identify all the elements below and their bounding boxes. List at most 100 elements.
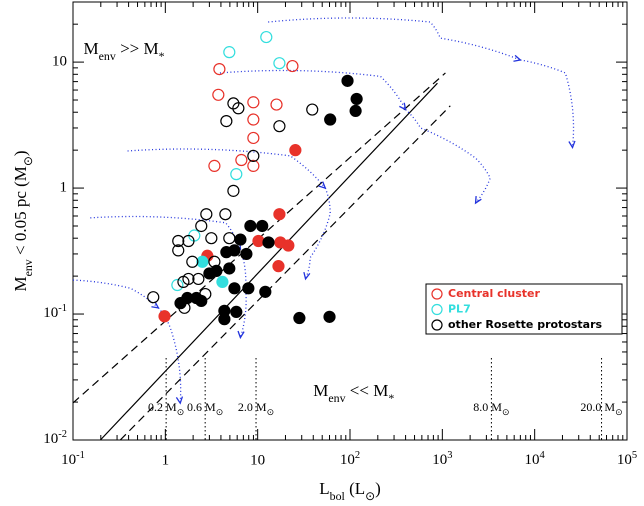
data-point (177, 275, 190, 288)
legend-label: other Rosette protostars (448, 318, 603, 331)
evolution-track (157, 307, 182, 404)
legend-marker (431, 319, 443, 331)
data-point (208, 159, 221, 172)
label: Menv < 0.05 pc (M⊙) (11, 150, 35, 291)
data-point (200, 208, 213, 221)
tick-exponent: 3 (447, 450, 452, 461)
text-part: M (313, 381, 328, 400)
tick-exponent: 5 (632, 450, 637, 461)
data-point (223, 232, 236, 245)
data-point (186, 255, 199, 268)
data-point (270, 98, 283, 111)
data-point (230, 168, 243, 181)
x-tick-label: 102 (340, 450, 360, 469)
track-arrow (318, 181, 327, 190)
data-point (350, 92, 363, 106)
subscript: env (99, 49, 116, 63)
data-point (203, 267, 216, 280)
track-arrow (175, 396, 184, 405)
tick-exponent: -1 (58, 303, 67, 314)
mass-label: 0.6 M⊙ (187, 400, 223, 417)
tick-exponent: 2 (355, 450, 360, 461)
text-part: << M (346, 381, 389, 400)
x-tick-label: 10-1 (61, 450, 85, 469)
track-arrow (303, 271, 311, 281)
data-point (218, 313, 231, 326)
data-point (205, 232, 218, 245)
y-tick-label: 10-1 (43, 303, 67, 322)
x-tick-label: 104 (525, 450, 546, 469)
data-point (252, 234, 265, 248)
data-point (223, 262, 236, 275)
evolution-track (268, 17, 521, 61)
text-part: ) (11, 150, 30, 156)
data-point (158, 310, 171, 323)
data-point (232, 102, 245, 115)
data-point (230, 305, 243, 318)
evolution-track (520, 59, 575, 148)
relation-line (119, 105, 451, 441)
data-point (273, 120, 286, 133)
mass-label: 2.0 M⊙ (238, 400, 274, 417)
data-point (147, 291, 160, 304)
tick-base: 10 (432, 452, 447, 468)
subscript: * (388, 391, 394, 405)
tick-base: 10 (340, 452, 355, 468)
data-point (223, 46, 236, 59)
mass-unit: ⊙ (216, 407, 224, 417)
evolution-track (127, 148, 326, 189)
data-point (244, 219, 257, 233)
data-point (289, 144, 302, 157)
data-point (196, 255, 209, 268)
data-point (247, 131, 260, 145)
data-point (324, 113, 337, 126)
data-point (273, 57, 286, 70)
relation-line (99, 82, 438, 441)
mass-text: 0.6 M (187, 400, 216, 414)
label: Menv >> M* (84, 39, 165, 63)
text-part: (L (345, 479, 365, 498)
data-point (262, 236, 275, 249)
data-point (192, 272, 205, 286)
data-point (220, 115, 233, 128)
data-point (323, 310, 336, 323)
data-point (341, 74, 354, 87)
data-point (195, 294, 208, 308)
subscript: env (21, 259, 35, 276)
mass-label: 0.2 M⊙ (148, 400, 184, 417)
data-point (259, 285, 272, 298)
evolution-track (72, 279, 159, 309)
data-point (293, 311, 306, 325)
data-point (273, 208, 286, 221)
tick-base: 10 (61, 452, 76, 468)
text-part: < 0.05 pc (M (11, 166, 30, 259)
data-point (247, 149, 260, 163)
y-tick-label: 10-2 (43, 429, 67, 448)
tick-exponent: 4 (540, 450, 546, 461)
tick-exponent: -1 (76, 450, 85, 461)
evolution-track (304, 187, 331, 280)
mass-label: 20.0 M⊙ (580, 400, 622, 417)
text-part: M (11, 276, 30, 291)
legend-label: PL7 (448, 303, 471, 316)
text-part: L (319, 479, 329, 498)
mass-unit: ⊙ (267, 407, 275, 417)
subscript: bol (330, 489, 346, 503)
data-point (171, 278, 184, 292)
data-point (240, 247, 253, 261)
tick-base: 10 (43, 305, 58, 321)
data-point (247, 113, 260, 126)
data-point (260, 30, 273, 44)
mass-unit: ⊙ (615, 407, 623, 417)
data-point (282, 239, 295, 252)
mass-text: 2.0 M (238, 400, 267, 414)
x-tick-label: 105 (617, 450, 637, 469)
mass-unit: ⊙ (502, 407, 510, 417)
y-tick-label: 10 (52, 54, 67, 70)
text-part: >> M (116, 39, 159, 58)
tick-base: 10 (43, 431, 58, 447)
data-point (174, 297, 187, 310)
data-point (242, 282, 255, 295)
data-point (195, 219, 208, 233)
